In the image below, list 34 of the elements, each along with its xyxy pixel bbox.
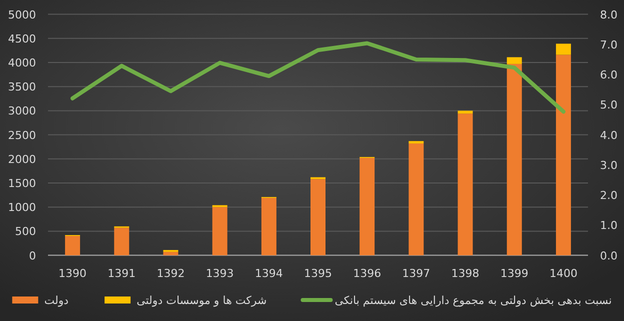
y2-tick-label: 6.0 — [600, 68, 618, 82]
y-tick-label: 0 — [29, 249, 36, 262]
y-tick-label: 2500 — [8, 128, 36, 142]
x-tick-label: 1393 — [206, 267, 234, 280]
y2-tick-label: 2.0 — [600, 189, 618, 202]
y-tick-label: 1000 — [8, 201, 36, 214]
legend-label: نسبت بدهی بخش دولتی به مجموع دارایی های سیستم بانکی — [334, 294, 612, 307]
y-tick-label: 3000 — [8, 104, 36, 118]
y-tick-label: 500 — [15, 225, 36, 238]
y2-tick-label: 8.0 — [600, 8, 618, 22]
legend-label: دولت — [44, 294, 69, 307]
legend-label: شرکت ها و موسسات دولتی — [136, 294, 267, 307]
x-tick-label: 1392 — [156, 267, 185, 280]
y-tick-label: 1500 — [8, 177, 36, 190]
y-tick-label: 5000 — [8, 8, 36, 22]
y2-tick-label: 5.0 — [600, 98, 618, 112]
y-tick-label: 2000 — [8, 152, 36, 166]
y2-tick-label: 3.0 — [600, 158, 618, 172]
x-tick-label: 1391 — [108, 267, 136, 280]
x-tick-label: 1395 — [304, 267, 332, 280]
x-tick-label: 1396 — [353, 267, 382, 280]
x-tick-label: 1400 — [549, 267, 578, 280]
x-tick-label: 1394 — [254, 267, 283, 280]
y-tick-label: 4500 — [8, 32, 36, 46]
y-tick-label: 3500 — [8, 80, 36, 94]
x-tick-label: 1399 — [500, 267, 528, 280]
x-tick-label: 1398 — [451, 267, 480, 280]
y-tick-label: 4000 — [8, 56, 36, 70]
x-tick-label: 1390 — [58, 267, 87, 280]
y2-tick-label: 0.0 — [600, 249, 618, 262]
x-tick-label: 1397 — [402, 267, 430, 280]
y2-tick-label: 7.0 — [600, 38, 618, 52]
y2-tick-label: 1.0 — [600, 219, 618, 232]
y2-tick-label: 4.0 — [600, 128, 618, 142]
